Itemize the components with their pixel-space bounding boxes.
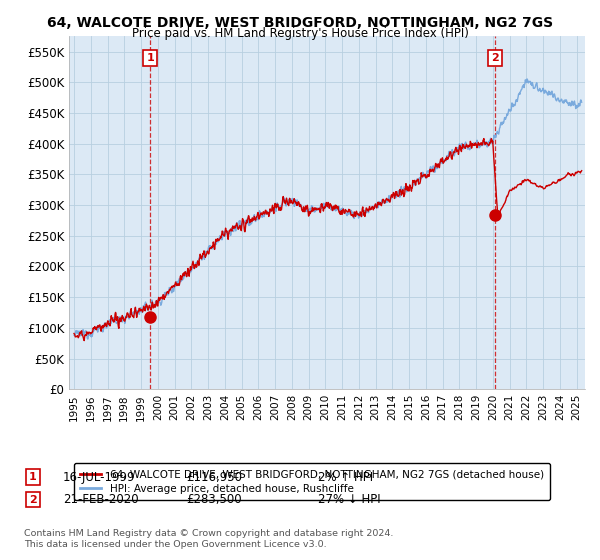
Text: £283,500: £283,500 <box>186 493 242 506</box>
Text: 1: 1 <box>146 53 154 63</box>
Text: 2: 2 <box>29 494 37 505</box>
Text: 21-FEB-2020: 21-FEB-2020 <box>63 493 139 506</box>
Text: 2: 2 <box>491 53 499 63</box>
Text: £116,950: £116,950 <box>186 470 242 484</box>
Text: 1: 1 <box>29 472 37 482</box>
Text: 64, WALCOTE DRIVE, WEST BRIDGFORD, NOTTINGHAM, NG2 7GS: 64, WALCOTE DRIVE, WEST BRIDGFORD, NOTTI… <box>47 16 553 30</box>
Text: 27% ↓ HPI: 27% ↓ HPI <box>318 493 380 506</box>
Text: 16-JUL-1999: 16-JUL-1999 <box>63 470 136 484</box>
Text: Contains HM Land Registry data © Crown copyright and database right 2024.
This d: Contains HM Land Registry data © Crown c… <box>24 529 394 549</box>
Legend: 64, WALCOTE DRIVE, WEST BRIDGFORD, NOTTINGHAM, NG2 7GS (detached house), HPI: Av: 64, WALCOTE DRIVE, WEST BRIDGFORD, NOTTI… <box>74 463 550 500</box>
Text: Price paid vs. HM Land Registry's House Price Index (HPI): Price paid vs. HM Land Registry's House … <box>131 27 469 40</box>
Text: 2% ↑ HPI: 2% ↑ HPI <box>318 470 373 484</box>
